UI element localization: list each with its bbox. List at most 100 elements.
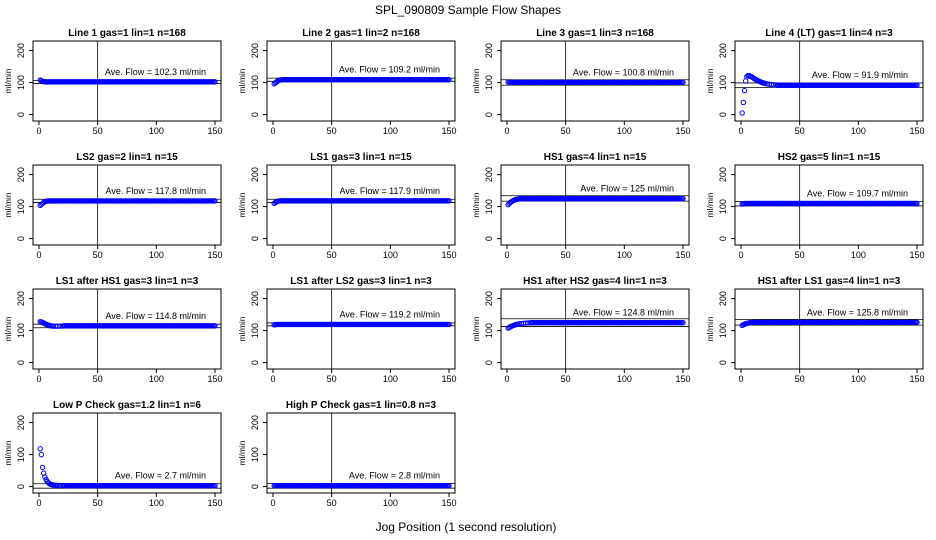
panel-6: LS1 gas=3 lin=1 n=15 ml/min 0 50 100 150 0 100 2… bbox=[237, 152, 457, 260]
average-flow-annotation: Ave. Flow = 119.2 ml/min bbox=[340, 309, 440, 319]
average-flow-annotation: Ave. Flow = 117.9 ml/min bbox=[340, 186, 440, 196]
data-point bbox=[740, 99, 747, 106]
x-tick-label: 100 bbox=[383, 250, 398, 260]
x-tick-label: 150 bbox=[441, 250, 456, 260]
plot-frame bbox=[32, 412, 222, 494]
x-tick-label: 0 bbox=[738, 374, 743, 384]
y-tick-label: 0 bbox=[250, 484, 260, 489]
data-point bbox=[914, 82, 920, 88]
y-tick-label: 0 bbox=[250, 360, 260, 365]
x-tick-label: 0 bbox=[36, 374, 41, 384]
panel-grid: Line 1 gas=1 lin=1 n=168 ml/min 0 50 100 150 0… bbox=[3, 28, 925, 508]
average-flow-annotation: Ave. Flow = 100.8 ml/min bbox=[573, 67, 674, 77]
x-tick-label: 50 bbox=[93, 250, 103, 260]
panel-title: Line 2 gas=1 lin=2 n=168 bbox=[302, 28, 420, 39]
x-tick-label: 150 bbox=[909, 126, 924, 136]
panel-7: HS1 gas=4 lin=1 n=15 ml/min 0 50 100 150 0 100 2… bbox=[471, 152, 691, 260]
y-tick-label: 100 bbox=[484, 323, 494, 338]
average-flow-annotation: Ave. Flow = 2.7 ml/min bbox=[115, 471, 206, 481]
x-tick-label: 150 bbox=[909, 250, 924, 260]
x-tick-label: 50 bbox=[93, 498, 103, 508]
y-tick-label: 200 bbox=[250, 415, 260, 430]
data-point bbox=[446, 321, 452, 328]
average-flow-annotation: Ave. Flow = 125 ml/min bbox=[580, 184, 674, 194]
plot-frame bbox=[734, 288, 924, 370]
data-point bbox=[42, 474, 48, 480]
y-tick-label: 100 bbox=[718, 323, 728, 338]
y-axis-label: ml/min bbox=[237, 192, 247, 217]
x-tick-label: 100 bbox=[149, 498, 164, 508]
data-point bbox=[914, 200, 920, 207]
x-tick-label: 50 bbox=[327, 374, 337, 384]
data-point bbox=[739, 110, 745, 116]
y-tick-label: 100 bbox=[16, 75, 26, 90]
panel-title: LS1 after LS2 gas=3 lin=1 n=3 bbox=[290, 276, 432, 287]
data-point bbox=[37, 446, 43, 452]
plot-frame bbox=[734, 164, 924, 246]
data-point bbox=[680, 79, 686, 86]
y-axis-label: ml/min bbox=[3, 316, 13, 341]
y-tick-label: 200 bbox=[16, 167, 26, 182]
plot-frame bbox=[266, 164, 456, 246]
x-tick-label: 150 bbox=[207, 250, 222, 260]
x-tick-label: 0 bbox=[270, 374, 275, 384]
y-tick-label: 200 bbox=[250, 291, 260, 306]
y-tick-label: 200 bbox=[16, 415, 26, 430]
x-tick-label: 150 bbox=[441, 374, 456, 384]
x-tick-label: 0 bbox=[36, 250, 41, 260]
y-tick-label: 0 bbox=[16, 112, 26, 117]
average-flow-annotation: Ave. Flow = 125.8 ml/min bbox=[807, 307, 908, 317]
x-tick-label: 0 bbox=[36, 126, 41, 136]
plot-frame bbox=[500, 164, 690, 246]
y-tick-label: 200 bbox=[484, 291, 494, 306]
y-tick-label: 100 bbox=[250, 199, 260, 214]
y-axis-label: ml/min bbox=[237, 440, 247, 465]
plot-frame bbox=[266, 412, 456, 494]
x-tick-label: 100 bbox=[617, 126, 632, 136]
x-tick-label: 150 bbox=[207, 126, 222, 136]
panel-title: Line 1 gas=1 lin=1 n=168 bbox=[68, 28, 186, 39]
panel-8: HS2 gas=5 lin=1 n=15 ml/min 0 50 100 150 0 100 2… bbox=[705, 152, 925, 260]
data-point bbox=[212, 323, 218, 329]
y-axis-label: ml/min bbox=[3, 440, 13, 465]
x-tick-label: 50 bbox=[327, 250, 337, 260]
data-point bbox=[212, 198, 218, 204]
x-tick-label: 0 bbox=[738, 126, 743, 136]
y-tick-label: 100 bbox=[718, 199, 728, 214]
y-tick-label: 200 bbox=[718, 291, 728, 306]
x-tick-label: 100 bbox=[383, 126, 398, 136]
y-tick-label: 200 bbox=[718, 43, 728, 58]
data-point bbox=[446, 198, 452, 204]
y-tick-label: 0 bbox=[484, 236, 494, 241]
y-tick-label: 0 bbox=[250, 112, 260, 117]
figure-x-label: Jog Position (1 second resolution) bbox=[376, 520, 557, 534]
plot-frame bbox=[500, 288, 690, 370]
y-tick-label: 200 bbox=[250, 167, 260, 182]
y-tick-label: 0 bbox=[250, 236, 260, 241]
average-flow-annotation: Ave. Flow = 2.8 ml/min bbox=[349, 471, 440, 481]
panel-11: HS1 after HS2 gas=4 lin=1 n=3 ml/min 0 50 10… bbox=[471, 276, 691, 384]
x-tick-label: 150 bbox=[441, 498, 456, 508]
data-point bbox=[39, 464, 46, 471]
x-tick-label: 100 bbox=[383, 498, 398, 508]
x-tick-label: 0 bbox=[504, 374, 509, 384]
x-tick-label: 50 bbox=[795, 250, 805, 260]
panel-5: LS2 gas=2 lin=1 n=15 ml/min 0 50 100 150 0 100 2… bbox=[3, 152, 223, 260]
x-tick-label: 150 bbox=[909, 374, 924, 384]
panel-3: Line 3 gas=1 lin=3 n=168 ml/min 0 50 100 150 0… bbox=[471, 28, 691, 136]
panel-title: HS1 gas=4 lin=1 n=15 bbox=[544, 152, 647, 163]
y-tick-label: 100 bbox=[16, 447, 26, 462]
plot-frame bbox=[32, 164, 222, 246]
x-tick-label: 150 bbox=[441, 126, 456, 136]
y-tick-label: 100 bbox=[250, 323, 260, 338]
panel-title: HS1 after LS1 gas=4 lin=1 n=3 bbox=[758, 276, 901, 287]
x-tick-label: 100 bbox=[851, 250, 866, 260]
panel-1: Line 1 gas=1 lin=1 n=168 ml/min 0 50 100 150 0… bbox=[3, 28, 223, 136]
y-tick-label: 0 bbox=[16, 360, 26, 365]
x-tick-label: 50 bbox=[795, 374, 805, 384]
panel-13: Low P Check gas=1.2 lin=1 n=6 ml/min 0 50 10… bbox=[3, 400, 223, 508]
x-tick-label: 150 bbox=[675, 126, 690, 136]
x-tick-label: 50 bbox=[93, 126, 103, 136]
average-flow-annotation: Ave. Flow = 109.7 ml/min bbox=[807, 188, 908, 198]
